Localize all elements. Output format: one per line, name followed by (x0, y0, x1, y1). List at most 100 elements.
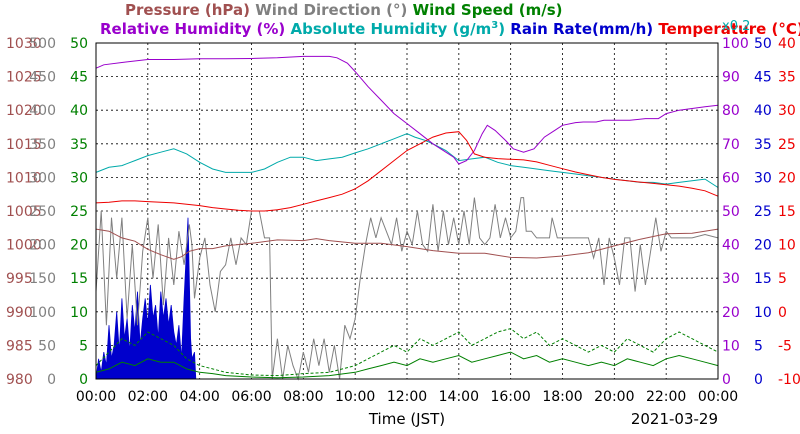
x-tick-label: 22:00 (646, 389, 686, 405)
y-tick-humidity: 90 (722, 70, 740, 86)
y-tick-wind-direction: 150 (29, 271, 56, 287)
y-tick-rain-rate: 40 (754, 103, 772, 119)
y-tick-wind-direction: 100 (29, 305, 56, 321)
series-wind-speed-gust (95, 328, 719, 377)
y-tick-pressure: 1025 (6, 70, 42, 86)
y-tick-temperature: 15 (778, 204, 796, 220)
y-tick-pressure: 990 (6, 305, 33, 321)
y-tick-pressure: 995 (6, 271, 33, 287)
series-relative-humidity (95, 55, 719, 165)
y-tick-temperature: 5 (778, 271, 787, 287)
legend-entry: Absolute Humidity (g/m (285, 20, 491, 38)
y-tick-wind-direction: 350 (29, 137, 56, 153)
y-tick-wind-speed: 5 (79, 338, 88, 354)
y-tick-wind-direction: 500 (29, 36, 56, 52)
legend-header-row-1: Pressure (hPa) Wind Direction (°) Wind S… (125, 1, 563, 19)
y-tick-humidity: 10 (722, 338, 740, 354)
y-tick-wind-speed: 50 (70, 36, 88, 52)
x-tick-label: 14:00 (439, 389, 479, 405)
series-temperature (95, 131, 719, 212)
y-tick-humidity: 30 (722, 271, 740, 287)
legend-header-row-2: Relative Humidity (%) Absolute Humidity … (100, 20, 800, 38)
y-tick-pressure: 1015 (6, 137, 42, 153)
x-tick-label: 16:00 (490, 389, 530, 405)
y-tick-wind-direction: 300 (29, 170, 56, 186)
y-tick-rain-rate: 15 (754, 271, 772, 287)
y-tick-rain-rate: 0 (754, 372, 763, 388)
x-tick-label: 02:00 (128, 389, 168, 405)
y-tick-temperature: 10 (778, 238, 796, 254)
y-tick-humidity: 80 (722, 103, 740, 119)
x-tick-label: 10:00 (335, 389, 375, 405)
plot-frame (95, 42, 719, 380)
y-tick-temperature: 0 (778, 305, 787, 321)
y-tick-pressure: 985 (6, 338, 33, 354)
y-tick-humidity: 60 (722, 170, 740, 186)
y-tick-wind-speed: 0 (79, 372, 88, 388)
y-tick-wind-direction: 400 (29, 103, 56, 119)
legend-entry: Wind Direction (°) (250, 1, 407, 19)
y-tick-temperature: 25 (778, 137, 796, 153)
series-pressure (95, 228, 719, 260)
y-tick-pressure: 1030 (6, 36, 42, 52)
y-tick-wind-speed: 20 (70, 238, 88, 254)
y-tick-humidity: 20 (722, 305, 740, 321)
x-tick-label: 00:00 (698, 389, 738, 405)
y-tick-humidity: 50 (722, 204, 740, 220)
series-wind-direction (95, 197, 719, 381)
legend-row-text: Relative Humidity (%) Absolute Humidity … (100, 20, 800, 38)
y-tick-rain-rate: 10 (754, 305, 772, 321)
y-tick-pressure: 1005 (6, 204, 42, 220)
legend-entry: Rain Rate(mm/h) (505, 20, 653, 38)
y-tick-humidity: 40 (722, 238, 740, 254)
legend-entry: Pressure (hPa) (125, 1, 250, 19)
y-tick-wind-speed: 35 (70, 137, 88, 153)
y-tick-pressure: 1000 (6, 238, 42, 254)
legend-entry-sup: 3 (491, 20, 498, 31)
y-axes: 1030102510201015101010051000995990985980… (6, 36, 800, 388)
y-tick-rain-rate: 30 (754, 170, 772, 186)
date-label: 2021-03-29 (631, 410, 718, 428)
y-tick-rain-rate: 35 (754, 137, 772, 153)
y-tick-rain-rate: 50 (754, 36, 772, 52)
legend-entry-tail: ) (498, 20, 505, 38)
y-tick-wind-speed: 25 (70, 204, 88, 220)
y-tick-humidity: 100 (722, 36, 749, 52)
y-tick-humidity: 70 (722, 137, 740, 153)
y-tick-wind-direction: 0 (47, 372, 56, 388)
y-tick-temperature: -10 (778, 372, 800, 388)
y-tick-wind-direction: 200 (29, 238, 56, 254)
y-tick-temperature: 20 (778, 170, 796, 186)
y-tick-rain-rate: 45 (754, 70, 772, 86)
y-tick-temperature: -5 (778, 338, 792, 354)
y-tick-wind-speed: 40 (70, 103, 88, 119)
y-tick-temperature: 30 (778, 103, 796, 119)
y-tick-wind-direction: 250 (29, 204, 56, 220)
y-tick-temperature: 35 (778, 70, 796, 86)
y-tick-rain-rate: 25 (754, 204, 772, 220)
x-tick-label: 08:00 (283, 389, 323, 405)
y-tick-wind-direction: 50 (38, 338, 56, 354)
y-tick-wind-direction: 450 (29, 70, 56, 86)
y-tick-wind-speed: 45 (70, 70, 88, 86)
legend-entry: Relative Humidity (%) (100, 20, 285, 38)
legend-row-text: Pressure (hPa) Wind Direction (°) Wind S… (125, 1, 563, 19)
y-tick-pressure: 1010 (6, 170, 42, 186)
series-rain-rate (95, 217, 718, 380)
x-tick-label: 00:00 (76, 389, 116, 405)
y-tick-rain-rate: 20 (754, 238, 772, 254)
x-tick-label: 18:00 (542, 389, 582, 405)
x-tick-label: 06:00 (231, 389, 271, 405)
y-tick-rain-rate: 5 (754, 338, 763, 354)
y-tick-wind-speed: 15 (70, 271, 88, 287)
legend-entry: Temperature (°C) (653, 20, 800, 38)
x-tick-label: 04:00 (179, 389, 219, 405)
series-wind-speed-avg (95, 351, 719, 379)
x-axis-label: Time (JST) (368, 410, 445, 428)
rain-scale-note: x0.2 (722, 19, 750, 34)
x-tick-label: 12:00 (387, 389, 427, 405)
x-tick-label: 20:00 (594, 389, 634, 405)
y-tick-wind-speed: 10 (70, 305, 88, 321)
x-axis: 00:00 02:00 04:00 06:00 08:00 10:00 12:00 14:00… (76, 389, 738, 405)
